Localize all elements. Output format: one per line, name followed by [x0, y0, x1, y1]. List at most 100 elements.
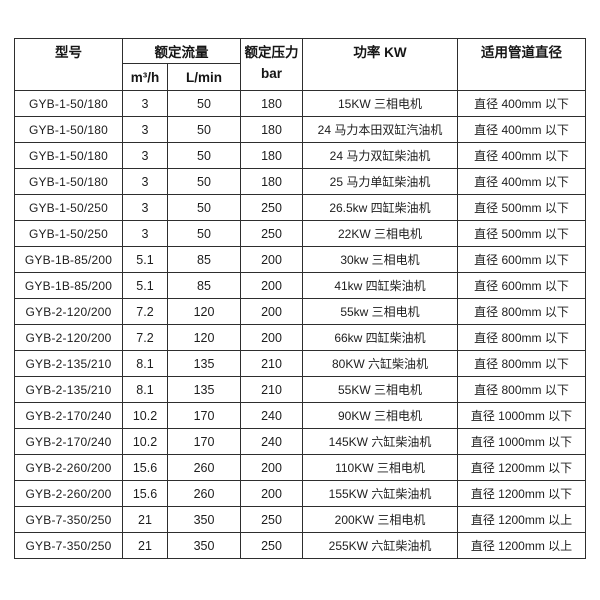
cell-power: 25 马力单缸柴油机 [302, 168, 458, 195]
cell-pipe-diameter: 直径 1200mm 以下 [457, 480, 586, 507]
cell-flow-m3h: 8.1 [122, 350, 168, 377]
header-row-1: 型号 额定流量 额定压力 bar 功率 KW 适用管道直径 [14, 38, 586, 91]
cell-flow-lmin: 170 [167, 402, 241, 429]
cell-pipe-diameter: 直径 800mm 以下 [457, 350, 586, 377]
cell-flow-m3h: 7.2 [122, 298, 168, 325]
table-row: GYB-2-170/240 10.2 170 240 90KW 三相电机 直径 … [14, 402, 586, 429]
rated-pressure-label: 额定压力 [244, 45, 299, 60]
cell-pipe-diameter: 直径 600mm 以下 [457, 246, 586, 273]
cell-pressure-bar: 240 [240, 428, 303, 455]
cell-flow-m3h: 3 [122, 220, 168, 247]
col-header-pipe-diameter: 适用管道直径 [457, 38, 586, 91]
rated-pressure-unit: bar [260, 66, 282, 81]
cell-flow-m3h: 7.2 [122, 324, 168, 351]
cell-pipe-diameter: 直径 1200mm 以上 [457, 506, 586, 533]
cell-pipe-diameter: 直径 400mm 以下 [457, 116, 586, 143]
table-row: GYB-2-135/210 8.1 135 210 80KW 六缸柴油机 直径 … [14, 350, 586, 377]
cell-flow-m3h: 10.2 [122, 428, 168, 455]
cell-pipe-diameter: 直径 800mm 以下 [457, 324, 586, 351]
cell-flow-lmin: 350 [167, 506, 241, 533]
cell-power: 30kw 三相电机 [302, 246, 458, 273]
cell-power: 255KW 六缸柴油机 [302, 532, 458, 559]
cell-pressure-bar: 180 [240, 90, 303, 117]
cell-power: 15KW 三相电机 [302, 90, 458, 117]
cell-pipe-diameter: 直径 600mm 以下 [457, 272, 586, 299]
cell-flow-lmin: 120 [167, 298, 241, 325]
table-row: GYB-1B-85/200 5.1 85 200 41kw 四缸柴油机 直径 6… [14, 272, 586, 299]
col-header-rated-pressure: 额定压力 bar [240, 38, 303, 91]
cell-flow-m3h: 3 [122, 90, 168, 117]
cell-pressure-bar: 240 [240, 402, 303, 429]
table-row: GYB-1-50/180 3 50 180 25 马力单缸柴油机 直径 400m… [14, 168, 586, 195]
cell-power: 110KW 三相电机 [302, 454, 458, 481]
cell-model: GYB-1-50/180 [14, 116, 123, 143]
cell-flow-lmin: 170 [167, 428, 241, 455]
cell-model: GYB-2-120/200 [14, 324, 123, 351]
cell-pipe-diameter: 直径 400mm 以下 [457, 90, 586, 117]
cell-flow-lmin: 50 [167, 168, 241, 195]
cell-power: 26.5kw 四缸柴油机 [302, 194, 458, 221]
cell-pressure-bar: 250 [240, 532, 303, 559]
table-row: GYB-2-260/200 15.6 260 200 110KW 三相电机 直径… [14, 454, 586, 481]
cell-pressure-bar: 180 [240, 168, 303, 195]
cell-flow-m3h: 8.1 [122, 376, 168, 403]
cell-model: GYB-1B-85/200 [14, 272, 123, 299]
cell-flow-lmin: 260 [167, 480, 241, 507]
cell-pressure-bar: 250 [240, 220, 303, 247]
cell-flow-lmin: 260 [167, 454, 241, 481]
cell-model: GYB-2-170/240 [14, 428, 123, 455]
cell-model: GYB-2-120/200 [14, 298, 123, 325]
cell-flow-m3h: 3 [122, 116, 168, 143]
table-row: GYB-1-50/250 3 50 250 22KW 三相电机 直径 500mm… [14, 220, 586, 247]
cell-flow-m3h: 21 [122, 532, 168, 559]
cell-pressure-bar: 200 [240, 454, 303, 481]
table-row: GYB-1-50/180 3 50 180 15KW 三相电机 直径 400mm… [14, 90, 586, 117]
header-row-2: m³/h L/min [15, 63, 586, 91]
cell-pipe-diameter: 直径 400mm 以下 [457, 168, 586, 195]
cell-power: 200KW 三相电机 [302, 506, 458, 533]
cell-model: GYB-1-50/250 [14, 194, 123, 221]
table-row: GYB-1-50/250 3 50 250 26.5kw 四缸柴油机 直径 50… [14, 194, 586, 221]
col-header-power: 功率 KW [302, 38, 458, 91]
pump-spec-table: 型号 额定流量 额定压力 bar 功率 KW 适用管道直径 m³/h L/min… [14, 38, 586, 559]
cell-pressure-bar: 200 [240, 298, 303, 325]
table-row: GYB-2-260/200 15.6 260 200 155KW 六缸柴油机 直… [14, 480, 586, 507]
table-row: GYB-2-170/240 10.2 170 240 145KW 六缸柴油机 直… [14, 428, 586, 455]
cell-power: 90KW 三相电机 [302, 402, 458, 429]
cell-flow-lmin: 120 [167, 324, 241, 351]
cell-flow-lmin: 50 [167, 220, 241, 247]
cell-power: 55kw 三相电机 [302, 298, 458, 325]
table-row: GYB-2-120/200 7.2 120 200 66kw 四缸柴油机 直径 … [14, 324, 586, 351]
cell-model: GYB-7-350/250 [14, 506, 123, 533]
cell-flow-m3h: 21 [122, 506, 168, 533]
cell-flow-m3h: 3 [122, 194, 168, 221]
cell-model: GYB-1B-85/200 [14, 246, 123, 273]
cell-flow-m3h: 3 [122, 168, 168, 195]
cell-flow-lmin: 50 [167, 116, 241, 143]
col-header-rated-flow: 额定流量 [122, 38, 241, 64]
cell-flow-lmin: 85 [167, 272, 241, 299]
cell-pipe-diameter: 直径 1200mm 以上 [457, 532, 586, 559]
cell-model: GYB-1-50/180 [14, 168, 123, 195]
cell-power: 155KW 六缸柴油机 [302, 480, 458, 507]
cell-flow-lmin: 135 [167, 350, 241, 377]
cell-pressure-bar: 250 [240, 194, 303, 221]
cell-flow-lmin: 350 [167, 532, 241, 559]
cell-flow-lmin: 50 [167, 142, 241, 169]
cell-pipe-diameter: 直径 500mm 以下 [457, 220, 586, 247]
cell-power: 80KW 六缸柴油机 [302, 350, 458, 377]
cell-flow-m3h: 15.6 [122, 480, 168, 507]
cell-model: GYB-2-135/210 [14, 350, 123, 377]
table-header: 型号 额定流量 额定压力 bar 功率 KW 适用管道直径 m³/h L/min [14, 38, 586, 91]
cell-model: GYB-2-260/200 [14, 480, 123, 507]
cell-power: 41kw 四缸柴油机 [302, 272, 458, 299]
cell-flow-m3h: 5.1 [122, 246, 168, 273]
cell-power: 145KW 六缸柴油机 [302, 428, 458, 455]
cell-flow-m3h: 3 [122, 142, 168, 169]
cell-pressure-bar: 200 [240, 480, 303, 507]
cell-pipe-diameter: 直径 800mm 以下 [457, 376, 586, 403]
cell-pressure-bar: 200 [240, 324, 303, 351]
cell-model: GYB-1-50/180 [14, 90, 123, 117]
cell-power: 24 马力本田双缸汽油机 [302, 116, 458, 143]
table-row: GYB-1-50/180 3 50 180 24 马力双缸柴油机 直径 400m… [14, 142, 586, 169]
